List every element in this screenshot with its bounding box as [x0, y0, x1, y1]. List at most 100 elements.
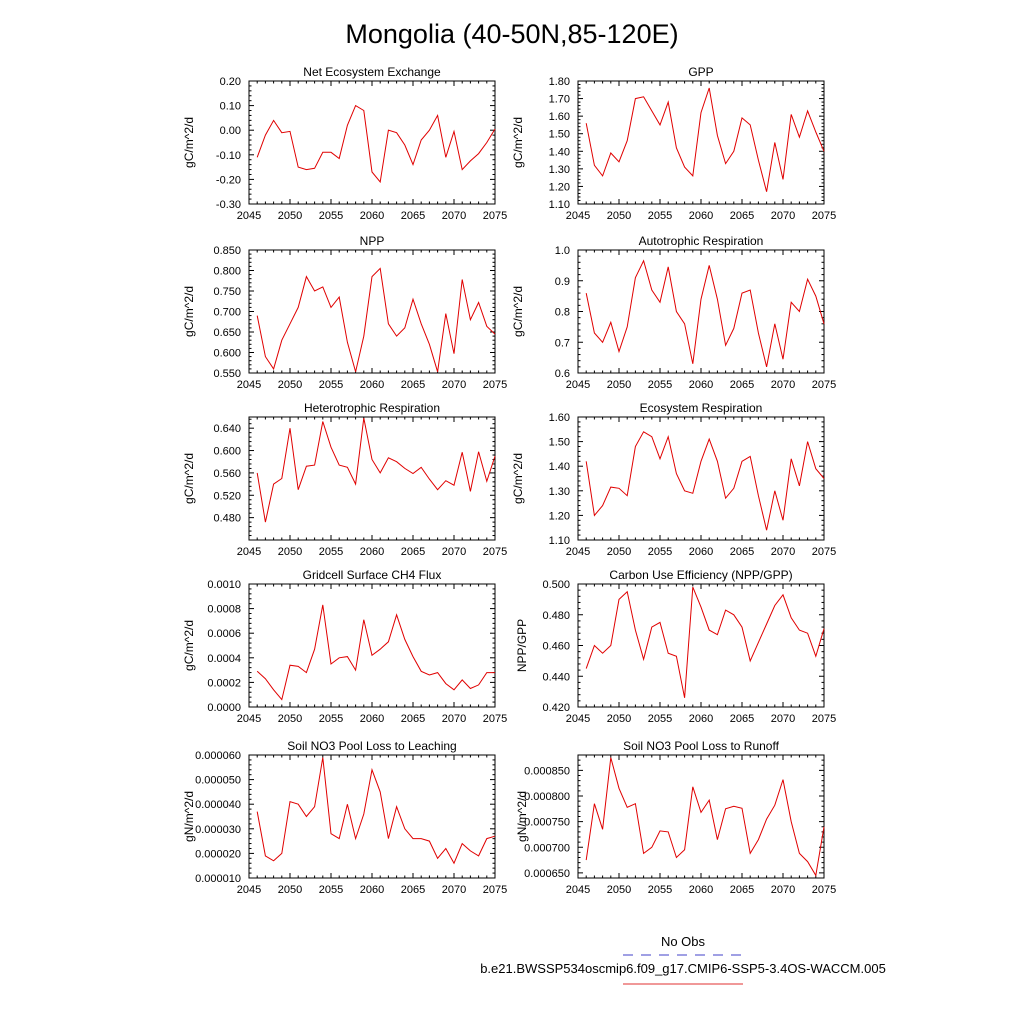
- chart-panel: Heterotrophic Respiration 2045 2050 2055 206…: [182, 401, 507, 558]
- y-tick-label: 1.60: [549, 111, 570, 123]
- x-tick-label: 2060: [360, 884, 384, 896]
- y-tick-label: 0.0010: [207, 579, 241, 591]
- x-tick-label: 2070: [771, 546, 795, 558]
- x-tick-label: 2075: [483, 884, 507, 896]
- x-tick-label: 2075: [483, 379, 507, 391]
- y-tick-label: 0.6: [555, 368, 570, 380]
- y-tick-label: 0.000850: [524, 765, 570, 777]
- x-tick-label: 2045: [566, 379, 590, 391]
- y-tick-label: 0.8: [555, 307, 570, 319]
- y-tick-label: 0.000040: [195, 799, 241, 811]
- panel-title: Autotrophic Respiration: [639, 234, 764, 248]
- y-tick-label: 1.10: [549, 535, 570, 547]
- y-tick-label: 0.0002: [207, 677, 241, 689]
- y-tick-label: 0.700: [213, 307, 241, 319]
- x-tick-label: 2060: [360, 210, 384, 222]
- y-axis-label: NPP/GPP: [515, 619, 529, 672]
- y-tick-label: -0.10: [216, 150, 241, 162]
- y-tick-label: 1.50: [549, 129, 570, 141]
- series-line: [585, 87, 825, 192]
- y-tick-label: 0.600: [213, 446, 241, 458]
- series-line: [585, 259, 825, 368]
- x-tick-label: 2065: [401, 210, 425, 222]
- plot-frame: [577, 249, 825, 374]
- y-tick-label: 1.40: [549, 146, 570, 158]
- y-tick-label: 0.800: [213, 266, 241, 278]
- series-line: [256, 757, 496, 865]
- plot-frame: [248, 754, 496, 879]
- x-tick-label: 2050: [278, 884, 302, 896]
- y-tick-label: 0.550: [213, 368, 241, 380]
- y-axis-label: gC/m^2/d: [511, 453, 525, 504]
- series-line: [585, 586, 825, 698]
- panel-title: GPP: [688, 65, 713, 79]
- x-tick-label: 2060: [360, 379, 384, 391]
- y-tick-label: 0.000750: [524, 817, 570, 829]
- y-axis-label: gC/m^2/d: [182, 620, 196, 671]
- y-tick-label: 0.000020: [195, 848, 241, 860]
- panel-title: Ecosystem Respiration: [640, 401, 763, 415]
- x-tick-label: 2065: [401, 884, 425, 896]
- y-axis-label: gC/m^2/d: [182, 286, 196, 337]
- chart-panel: Net Ecosystem Exchange 2045 2050 2055 2060 20…: [182, 65, 507, 222]
- legend: No Obs b.e21.BWSSP534oscmip6.f09_g17.CMI…: [480, 934, 886, 985]
- y-axis-label: gN/m^2/d: [182, 791, 196, 842]
- y-axis-label: gC/m^2/d: [511, 286, 525, 337]
- x-tick-label: 2055: [319, 713, 343, 725]
- x-tick-label: 2045: [566, 713, 590, 725]
- x-tick-label: 2065: [401, 379, 425, 391]
- x-tick-label: 2050: [607, 210, 631, 222]
- x-tick-label: 2075: [812, 379, 836, 391]
- x-tick-label: 2070: [442, 713, 466, 725]
- x-tick-label: 2055: [648, 210, 672, 222]
- chart-panel: Carbon Use Efficiency (NPP/GPP) 2045 2050 2…: [515, 568, 836, 725]
- y-tick-label: 0.00: [220, 125, 241, 137]
- y-tick-label: 0.000700: [524, 842, 570, 854]
- x-tick-label: 2045: [566, 884, 590, 896]
- x-tick-label: 2075: [483, 546, 507, 558]
- x-tick-label: 2065: [401, 546, 425, 558]
- figure-title: Mongolia (40-50N,85-120E): [345, 19, 678, 49]
- x-tick-label: 2045: [237, 546, 261, 558]
- y-tick-label: 1.10: [549, 199, 570, 211]
- x-tick-label: 2070: [442, 210, 466, 222]
- series-line: [585, 431, 825, 531]
- x-tick-label: 2060: [689, 713, 713, 725]
- y-tick-label: 0.000060: [195, 750, 241, 762]
- x-tick-label: 2065: [730, 210, 754, 222]
- panel-title: Heterotrophic Respiration: [304, 401, 440, 415]
- x-tick-label: 2055: [648, 713, 672, 725]
- x-tick-label: 2060: [689, 884, 713, 896]
- chart-panel: Soil NO3 Pool Loss to Runoff 2045 2050 2055…: [515, 739, 836, 896]
- x-tick-label: 2050: [607, 884, 631, 896]
- x-tick-label: 2055: [319, 210, 343, 222]
- x-tick-label: 2070: [771, 713, 795, 725]
- y-tick-label: 0.500: [542, 579, 570, 591]
- y-tick-label: 0.0004: [207, 653, 241, 665]
- y-tick-label: 0.10: [220, 101, 241, 113]
- plot-frame: [248, 583, 496, 708]
- x-tick-label: 2045: [237, 210, 261, 222]
- y-axis-label: gC/m^2/d: [511, 117, 525, 168]
- plot-frame: [577, 583, 825, 708]
- panel-title: Net Ecosystem Exchange: [303, 65, 441, 79]
- x-tick-label: 2055: [648, 884, 672, 896]
- x-tick-label: 2045: [237, 379, 261, 391]
- panel-title: Carbon Use Efficiency (NPP/GPP): [609, 568, 792, 582]
- legend-model-label: b.e21.BWSSP534oscmip6.f09_g17.CMIP6-SSP5…: [480, 961, 886, 976]
- y-tick-label: 0.420: [542, 702, 570, 714]
- x-tick-label: 2060: [689, 210, 713, 222]
- plot-frame: [577, 80, 825, 205]
- x-tick-label: 2075: [812, 546, 836, 558]
- x-tick-label: 2050: [278, 713, 302, 725]
- x-tick-label: 2055: [319, 546, 343, 558]
- x-tick-label: 2045: [566, 210, 590, 222]
- y-tick-label: 1.20: [549, 510, 570, 522]
- x-tick-label: 2070: [442, 546, 466, 558]
- y-tick-label: 0.560: [213, 468, 241, 480]
- x-tick-label: 2065: [730, 546, 754, 558]
- y-tick-label: 0.9: [555, 276, 570, 288]
- y-axis-label: gC/m^2/d: [182, 117, 196, 168]
- plot-frame: [248, 416, 496, 541]
- y-tick-label: 1.40: [549, 461, 570, 473]
